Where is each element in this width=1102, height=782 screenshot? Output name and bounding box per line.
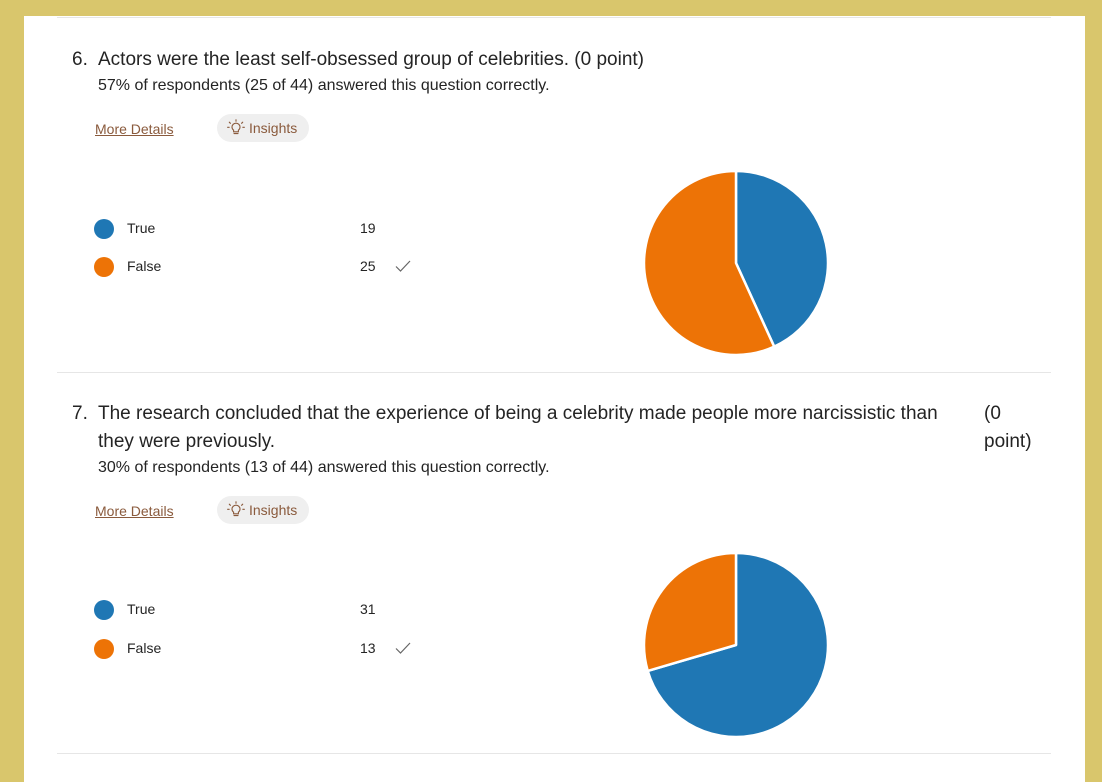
false-color-dot [94, 639, 114, 659]
question-text: Actors were the least self-obsessed grou… [98, 46, 644, 74]
points-line: (0 [984, 403, 1001, 424]
question-number: 7. [72, 403, 88, 424]
legend-item-false: False 13 [94, 638, 424, 660]
correct-rate-text: 30% of respondents (13 of 44) answered t… [98, 459, 550, 476]
results-card: 6. Actors were the least self-obsessed g… [24, 16, 1085, 782]
correct-rate-text: 57% of respondents (25 of 44) answered t… [98, 77, 550, 94]
pie-slice-false[interactable] [642, 169, 776, 357]
question-text-line: they were previously. [98, 431, 276, 452]
pie-slice-true[interactable] [646, 551, 830, 739]
insights-button[interactable]: Insights [217, 114, 310, 142]
lightbulb-icon [227, 119, 245, 135]
question-points: (0 point) [984, 400, 1032, 456]
correct-check-icon [395, 260, 411, 272]
legend-label: True [127, 220, 156, 236]
true-color-dot [94, 600, 114, 620]
pie-chart-question-7 [642, 551, 830, 739]
question-text: The research concluded that the experien… [98, 400, 938, 456]
legend-item-false: False 25 [94, 256, 424, 278]
legend-count: 13 [360, 640, 376, 656]
insights-button[interactable]: Insights [217, 496, 310, 524]
false-color-dot [94, 257, 114, 277]
insights-label: Insights [249, 120, 298, 136]
legend-count: 25 [360, 258, 376, 274]
legend-label: False [127, 258, 162, 274]
divider [57, 372, 1051, 373]
divider [57, 17, 1051, 18]
true-color-dot [94, 219, 114, 239]
pie-slice-true[interactable] [734, 169, 830, 348]
legend-label: False [127, 640, 162, 656]
question-text-line: The research concluded that the experien… [98, 403, 938, 424]
more-details-link[interactable]: More Details [95, 503, 174, 519]
lightbulb-icon [227, 501, 245, 517]
question-number: 6. [72, 49, 88, 70]
correct-check-icon [395, 642, 411, 654]
legend-item-true: True 31 [94, 599, 424, 621]
insights-label: Insights [249, 502, 298, 518]
legend-item-true: True 19 [94, 218, 424, 240]
more-details-link[interactable]: More Details [95, 121, 174, 137]
legend-count: 31 [360, 601, 376, 617]
points-line: point) [984, 431, 1032, 452]
legend-label: True [127, 601, 156, 617]
pie-chart-question-6 [642, 169, 830, 357]
question-text-line: Actors were the least self-obsessed grou… [98, 49, 644, 70]
divider [57, 753, 1051, 754]
pie-slice-false[interactable] [642, 551, 738, 673]
legend-count: 19 [360, 220, 376, 236]
